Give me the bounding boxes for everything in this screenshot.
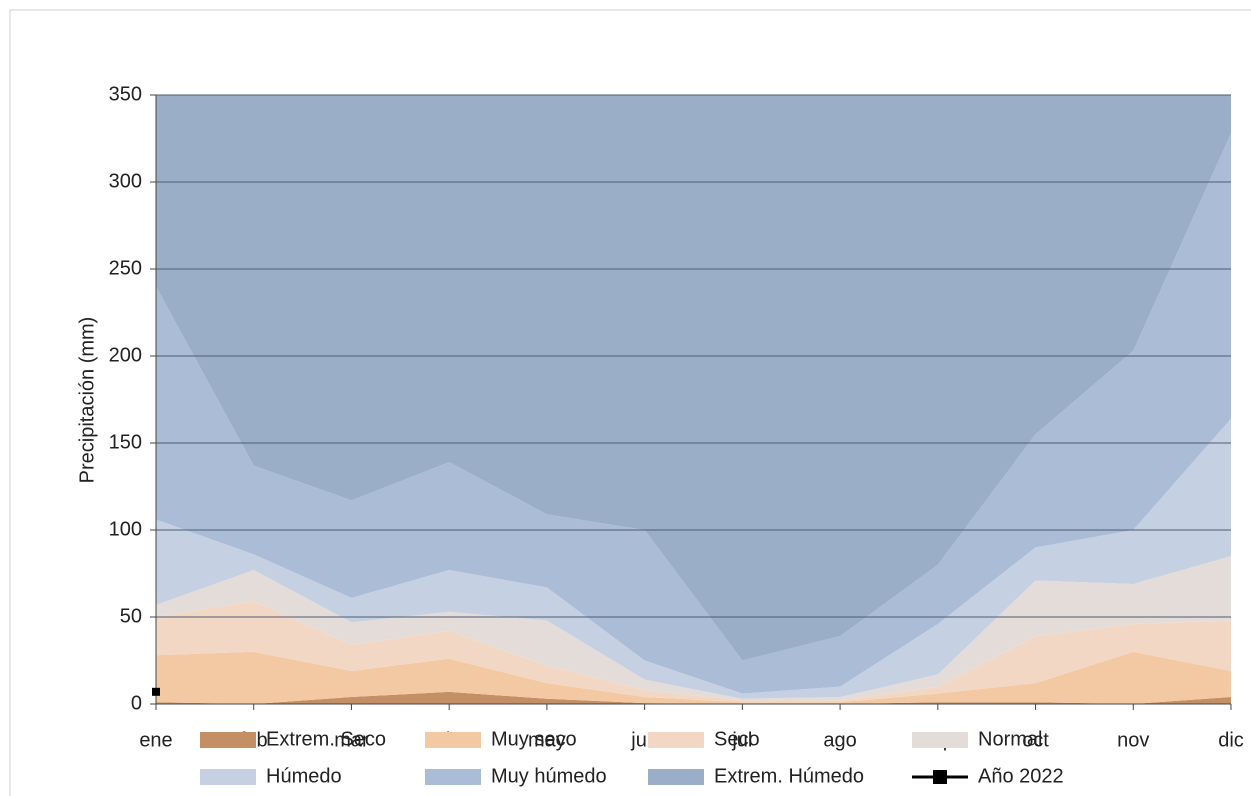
- y-tick-label: 350: [109, 83, 142, 105]
- x-tick-label: ene: [139, 729, 172, 751]
- legend-swatch: [425, 769, 481, 785]
- legend-swatch: [933, 770, 947, 784]
- x-tick-label: dic: [1218, 729, 1244, 751]
- y-tick-label: 300: [109, 170, 142, 192]
- legend-swatch: [425, 732, 481, 748]
- area: [156, 95, 1231, 661]
- legend-label: Muy húmedo: [491, 765, 607, 787]
- legend-label: Año 2022: [978, 765, 1064, 787]
- legend-label: Muy seco: [491, 728, 577, 750]
- x-tick-label: may: [528, 729, 566, 751]
- chart-frame: [9, 9, 1251, 796]
- legend-swatch: [648, 732, 704, 748]
- y-axis-label: Precipitación (mm): [76, 317, 98, 484]
- y-tick-label: 200: [109, 344, 142, 366]
- area: [156, 691, 1231, 704]
- area: [156, 601, 1231, 703]
- legend-label: Extrem. Húmedo: [714, 765, 864, 787]
- y-tick-label: 150: [109, 431, 142, 453]
- x-tick-label: mar: [334, 729, 369, 751]
- legend-swatch: [200, 732, 256, 748]
- x-tick-label: nov: [1117, 729, 1149, 751]
- area: [156, 556, 1231, 701]
- legend-label: Normal: [978, 728, 1042, 750]
- x-tick-label: oct: [1022, 729, 1049, 751]
- legend-label: Extrem. Seco: [266, 728, 386, 750]
- legend-label: Seco: [714, 728, 760, 750]
- y-tick-label: 50: [120, 605, 142, 627]
- x-tick-label: ago: [823, 729, 856, 751]
- legend-swatch: [200, 769, 256, 785]
- area: [156, 133, 1231, 694]
- legend-label: Húmedo: [266, 765, 342, 787]
- y-tick-label: 100: [109, 518, 142, 540]
- area: [156, 418, 1231, 699]
- point: [152, 687, 160, 696]
- y-tick-label: 0: [131, 692, 142, 714]
- legend-swatch: [912, 732, 968, 748]
- y-tick-label: 250: [109, 257, 142, 279]
- area: [156, 651, 1231, 704]
- x-tick-label: jul: [731, 729, 752, 751]
- legend-swatch: [648, 769, 704, 785]
